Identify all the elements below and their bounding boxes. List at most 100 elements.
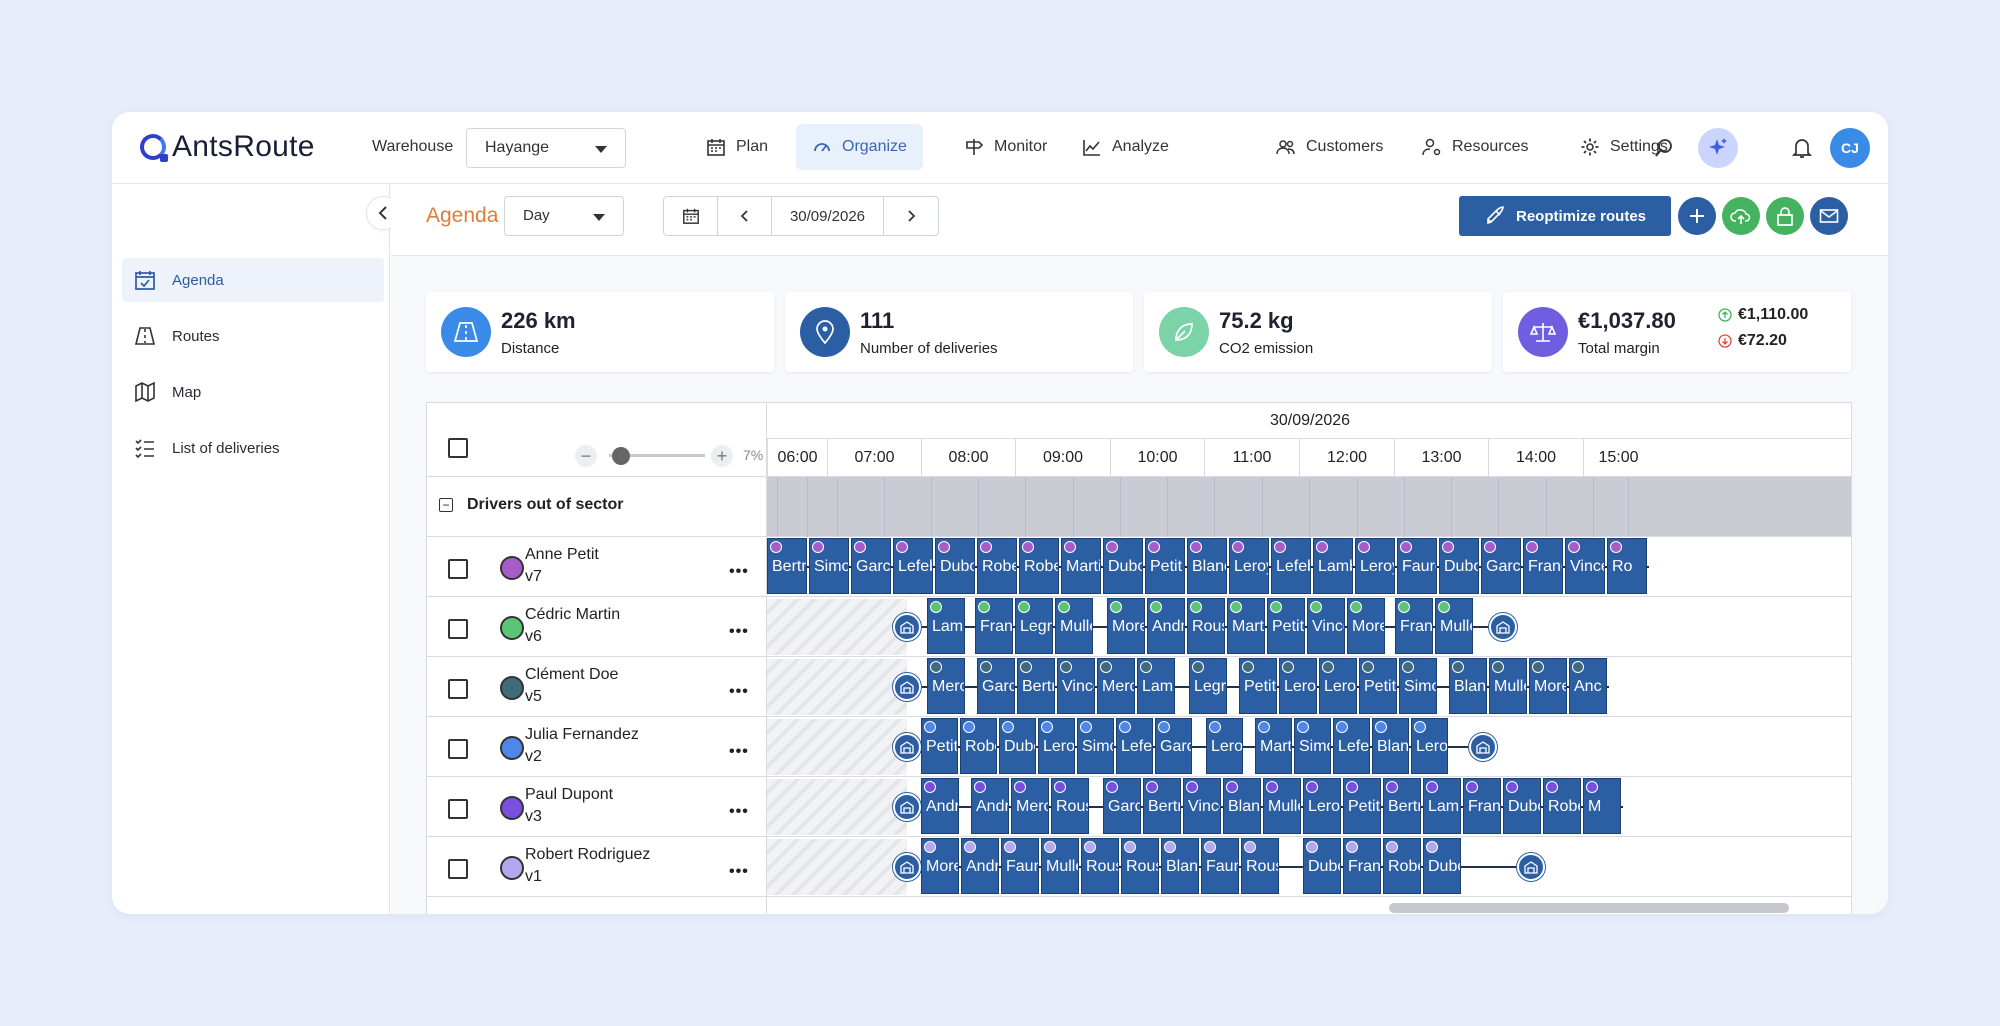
delivery-stop[interactable]: Franc (975, 598, 1013, 654)
previous-day-button[interactable] (718, 197, 772, 235)
ai-assistant-button[interactable] (1698, 128, 1738, 168)
delivery-stop[interactable]: Faure (1397, 538, 1437, 594)
delivery-stop[interactable]: Andre (971, 778, 1009, 834)
driver-checkbox[interactable] (448, 559, 468, 579)
nav-settings[interactable]: Settings (1564, 124, 1684, 170)
delivery-stop[interactable]: Morel (921, 838, 959, 894)
delivery-stop[interactable]: Morel (1107, 598, 1145, 654)
depot-start-icon[interactable] (893, 793, 921, 821)
delivery-stop[interactable]: Petit (1145, 538, 1185, 594)
delivery-stop[interactable]: Leroy (1355, 538, 1395, 594)
driver-checkbox[interactable] (448, 619, 468, 639)
collapse-group-icon[interactable]: − (439, 498, 453, 512)
delivery-stop[interactable]: Leroy (1319, 658, 1357, 714)
delivery-stop[interactable]: Leroy (1303, 778, 1341, 834)
delivery-stop[interactable]: Vince (1565, 538, 1605, 594)
delivery-stop[interactable]: Lefeb (1333, 718, 1370, 774)
delivery-stop[interactable]: Vince (1183, 778, 1221, 834)
delivery-stop[interactable]: Garcia (1103, 778, 1141, 834)
avatar[interactable]: CJ (1830, 128, 1870, 168)
delivery-stop[interactable]: Anc (1569, 658, 1607, 714)
select-all-checkbox[interactable] (448, 438, 468, 458)
delivery-stop[interactable]: Franc (1523, 538, 1563, 594)
delivery-stop[interactable]: Dubo (1423, 838, 1461, 894)
lock-button[interactable] (1766, 197, 1804, 235)
delivery-stop[interactable]: Andre (961, 838, 999, 894)
driver-row[interactable]: Anne Petit v7 ••• (427, 537, 767, 597)
driver-checkbox[interactable] (448, 859, 468, 879)
horizontal-scrollbar[interactable] (1389, 903, 1789, 913)
bell-icon[interactable] (1788, 134, 1816, 162)
delivery-stop[interactable]: Rouss (1187, 598, 1225, 654)
next-day-button[interactable] (884, 197, 938, 235)
delivery-stop[interactable]: Blanc (1161, 838, 1199, 894)
delivery-stop[interactable]: Dubo (999, 718, 1036, 774)
zoom-slider-track[interactable] (609, 454, 705, 457)
delivery-stop[interactable]: Petit (1239, 658, 1277, 714)
driver-row[interactable]: Paul Dupont v3 ••• (427, 777, 767, 837)
zoom-in-button[interactable]: + (711, 445, 733, 467)
delivery-stop[interactable]: Faure (1001, 838, 1039, 894)
delivery-stop[interactable]: Lamb (927, 598, 965, 654)
more-options-icon[interactable]: ••• (729, 563, 749, 580)
delivery-stop[interactable]: Petit (1343, 778, 1381, 834)
zoom-slider-handle[interactable] (612, 447, 630, 465)
delivery-stop[interactable]: Rober (960, 718, 997, 774)
nav-organize[interactable]: Organize (796, 124, 923, 170)
delivery-stop[interactable]: Garcia (977, 658, 1015, 714)
delivery-stop[interactable]: Garcia (1481, 538, 1521, 594)
depot-start-icon[interactable] (893, 673, 921, 701)
delivery-stop[interactable]: Leroy (1038, 718, 1075, 774)
logo[interactable]: AntsRoute (140, 130, 315, 164)
driver-row[interactable]: Cédric Martin v6 ••• (427, 597, 767, 657)
delivery-stop[interactable]: Dubo (1303, 838, 1341, 894)
delivery-stop[interactable]: Simor (1399, 658, 1437, 714)
delivery-stop[interactable]: Simor (809, 538, 849, 594)
email-button[interactable] (1810, 197, 1848, 235)
driver-checkbox[interactable] (448, 679, 468, 699)
nav-customers[interactable]: Customers (1260, 124, 1399, 170)
delivery-stop[interactable]: Lamb (1423, 778, 1461, 834)
more-options-icon[interactable]: ••• (729, 683, 749, 700)
delivery-stop[interactable]: Simor (1294, 718, 1331, 774)
nav-monitor[interactable]: Monitor (948, 124, 1063, 170)
delivery-stop[interactable]: Leroy (1411, 718, 1448, 774)
driver-row[interactable]: Julia Fernandez v2 ••• (427, 717, 767, 777)
delivery-stop[interactable]: Garcia (851, 538, 891, 594)
delivery-stop[interactable]: Blanc (1223, 778, 1261, 834)
delivery-stop[interactable]: Dubo (935, 538, 975, 594)
delivery-stop[interactable]: Legra (1189, 658, 1227, 714)
delivery-stop[interactable]: Legra (1015, 598, 1053, 654)
sidebar-item-routes[interactable]: Routes (122, 314, 384, 358)
delivery-stop[interactable]: Rouss (1241, 838, 1279, 894)
view-select[interactable]: Day (504, 196, 624, 236)
delivery-stop[interactable]: Leroy (1206, 718, 1243, 774)
depot-end-icon[interactable] (1469, 733, 1497, 761)
delivery-stop[interactable]: Bertra (1017, 658, 1055, 714)
delivery-stop[interactable]: Rouss (1121, 838, 1159, 894)
nav-analyze[interactable]: Analyze (1066, 124, 1185, 170)
delivery-stop[interactable]: Mulle (1263, 778, 1301, 834)
delivery-stop[interactable]: Mulle (1041, 838, 1079, 894)
delivery-stop[interactable]: Simor (1077, 718, 1114, 774)
search-icon[interactable] (1650, 134, 1678, 162)
delivery-stop[interactable]: Leroy (1279, 658, 1317, 714)
import-button[interactable] (1722, 197, 1760, 235)
delivery-stop[interactable]: Bertr (767, 538, 807, 594)
add-button[interactable] (1678, 197, 1716, 235)
depot-start-icon[interactable] (893, 733, 921, 761)
sidebar-item-list-of-deliveries[interactable]: List of deliveries (122, 426, 384, 470)
delivery-stop[interactable]: Merci (1011, 778, 1049, 834)
more-options-icon[interactable]: ••• (729, 623, 749, 640)
delivery-stop[interactable]: Marti (1227, 598, 1265, 654)
delivery-stop[interactable]: Lefeb (1271, 538, 1311, 594)
delivery-stop[interactable]: Ro (1607, 538, 1647, 594)
delivery-stop[interactable]: Petit (921, 718, 958, 774)
delivery-stop[interactable]: Blanc (1372, 718, 1409, 774)
delivery-stop[interactable]: Vince (1307, 598, 1345, 654)
zoom-out-button[interactable]: − (575, 445, 597, 467)
delivery-stop[interactable]: Morel (1529, 658, 1567, 714)
delivery-stop[interactable]: Lefeb (1116, 718, 1153, 774)
sidebar-item-agenda[interactable]: Agenda (122, 258, 384, 302)
delivery-stop[interactable]: Martir (1061, 538, 1101, 594)
